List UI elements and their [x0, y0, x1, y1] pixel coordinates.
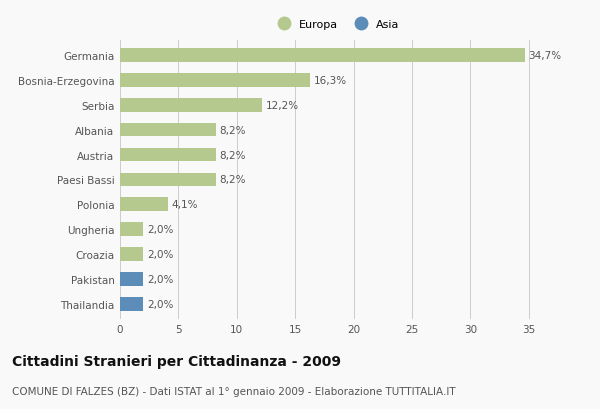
Text: 2,0%: 2,0%	[147, 299, 173, 309]
Text: 12,2%: 12,2%	[266, 101, 299, 110]
Text: 8,2%: 8,2%	[219, 125, 246, 135]
Text: COMUNE DI FALZES (BZ) - Dati ISTAT al 1° gennaio 2009 - Elaborazione TUTTITALIA.: COMUNE DI FALZES (BZ) - Dati ISTAT al 1°…	[12, 387, 455, 396]
Bar	[120, 272, 143, 286]
Text: Cittadini Stranieri per Cittadinanza - 2009: Cittadini Stranieri per Cittadinanza - 2…	[12, 354, 341, 368]
Text: 8,2%: 8,2%	[219, 150, 246, 160]
Bar	[120, 223, 143, 236]
Bar	[120, 124, 216, 137]
Text: 8,2%: 8,2%	[219, 175, 246, 185]
Bar	[120, 148, 216, 162]
Bar	[120, 49, 525, 63]
Text: 2,0%: 2,0%	[147, 225, 173, 235]
Bar	[120, 247, 143, 261]
Bar	[120, 99, 262, 112]
Bar	[120, 198, 168, 211]
Legend: Europa, Asia: Europa, Asia	[272, 20, 400, 30]
Bar	[120, 74, 310, 88]
Bar	[120, 297, 143, 311]
Text: 4,1%: 4,1%	[172, 200, 198, 210]
Text: 16,3%: 16,3%	[314, 76, 347, 85]
Text: 2,0%: 2,0%	[147, 249, 173, 259]
Text: 2,0%: 2,0%	[147, 274, 173, 284]
Bar	[120, 173, 216, 187]
Text: 34,7%: 34,7%	[529, 51, 562, 61]
